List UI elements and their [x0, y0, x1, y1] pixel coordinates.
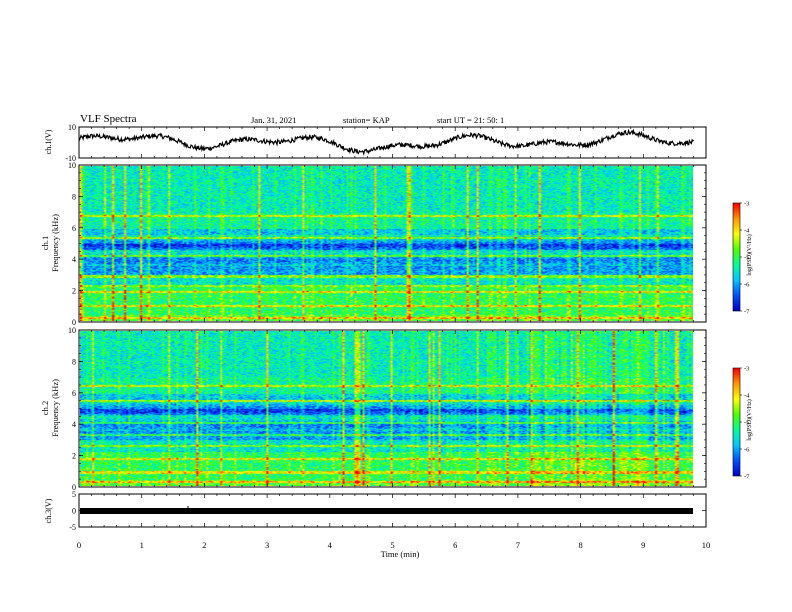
ch2-spectrogram-image [80, 331, 693, 486]
ch1-colorbar [733, 203, 740, 311]
colorbar-tick-label: -3 [744, 201, 749, 208]
y-tick-label: 0 [72, 318, 76, 327]
y-tick-label: 10 [68, 123, 76, 132]
y-tick-label: 10 [68, 161, 76, 170]
ch2-colorbar [733, 368, 740, 476]
chart-title: VLF Spectra [80, 113, 137, 125]
y-tick-label: 8 [72, 357, 76, 366]
ch1-spectrogram-ylabel-line2: Frequency (kHz) [50, 214, 60, 272]
y-tick-label: 4 [72, 255, 76, 264]
ch3-waveform-ylabel: ch.3(V) [44, 498, 53, 523]
y-tick-label: 6 [72, 389, 76, 398]
y-tick-label: 8 [72, 192, 76, 201]
colorbar-tick-label: -5 [744, 255, 749, 262]
y-tick-label: 6 [72, 224, 76, 233]
y-tick-label: 5 [72, 490, 76, 499]
y-tick-label: -10 [65, 154, 76, 163]
x-tick-label: 8 [578, 540, 582, 550]
x-tick-label: 5 [390, 540, 394, 550]
colorbar-tick-label: -3 [744, 366, 749, 373]
start-time-label: start UT = 21: 50: 1 [437, 115, 505, 125]
y-tick-label: 10 [68, 326, 76, 335]
x-tick-label: 10 [702, 540, 711, 550]
x-tick-label: 1 [140, 540, 144, 550]
colorbar-tick-label: -7 [744, 474, 750, 481]
ch1-colorbar-label: log(PSD)(V²/Hz) [746, 234, 753, 275]
ch2-spectrogram-ylabel-line2: Frequency (kHz) [50, 379, 60, 437]
x-tick-label: 6 [453, 540, 457, 550]
date-label: Jan. 31, 2021 [251, 115, 297, 125]
y-tick-label: 2 [72, 287, 76, 296]
ch2-colorbar-label: log(PSD)(V²/Hz) [746, 399, 753, 440]
ch2-spectrogram-ylabel-line1: ch.2 [40, 401, 50, 415]
colorbar-tick-label: -7 [744, 309, 750, 316]
ch1-waveform-frame [78, 126, 707, 159]
ch3-waveform-band [80, 508, 693, 514]
ch1-waveform-ylabel: ch.1(V) [44, 129, 53, 154]
ch1-spectrogram-image [80, 166, 693, 321]
x-axis-label: Time (min) [381, 549, 420, 559]
colorbar-tick-label: -6 [744, 282, 750, 289]
colorbar-tick-label: -4 [744, 228, 750, 235]
colorbar-tick-label: -6 [744, 447, 750, 454]
colorbar-tick-label: -4 [744, 393, 750, 400]
y-tick-label: 0 [72, 483, 76, 492]
x-tick-label: 7 [516, 540, 520, 550]
x-tick-label: 9 [641, 540, 645, 550]
y-tick-label: -5 [69, 523, 76, 532]
ch1-spectrogram-ylabel-line1: ch.1 [40, 236, 50, 250]
y-tick-label: 4 [72, 420, 76, 429]
x-tick-label: 4 [328, 540, 333, 550]
ch1-waveform-line [78, 128, 694, 156]
x-tick-label: 3 [265, 540, 269, 550]
y-tick-label: 2 [72, 452, 76, 461]
station-label: station= KAP [343, 115, 390, 125]
colorbar-tick-label: -5 [744, 420, 749, 427]
y-tick-label: 0 [72, 507, 76, 516]
x-tick-label: 0 [77, 540, 81, 550]
x-tick-label: 2 [202, 540, 206, 550]
